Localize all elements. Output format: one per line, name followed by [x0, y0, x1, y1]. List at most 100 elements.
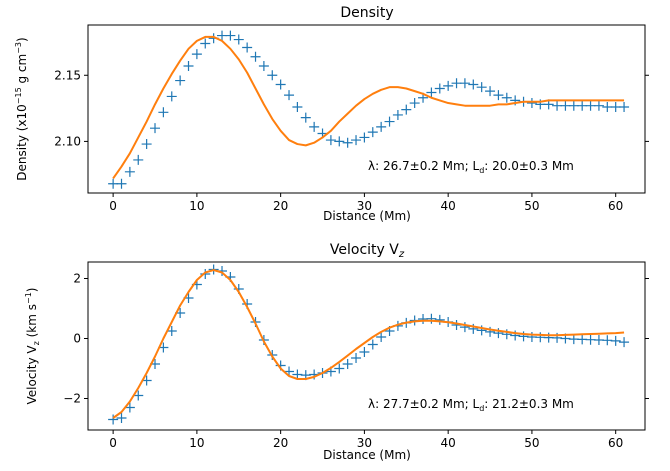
density-axes-frame	[87, 24, 646, 194]
velocity-axes-frame	[87, 261, 646, 431]
density-data-point	[619, 102, 630, 113]
density-data-point	[493, 90, 504, 101]
density-data-point	[334, 136, 345, 147]
density-fit-line	[112, 35, 625, 180]
density-data-point	[275, 79, 286, 90]
density-data-point	[133, 154, 144, 165]
density-x-tick-label: 0	[109, 199, 117, 213]
velocity-title: Velocity Vz	[330, 242, 405, 260]
velocity-plot-area	[108, 264, 630, 425]
density-data-point	[501, 92, 512, 103]
velocity-y-axis-label: Velocity Vz (km s−1)	[24, 288, 41, 405]
density-data-point	[560, 100, 571, 111]
velocity-y-tick-label: 2	[73, 272, 81, 286]
velocity-data-point	[334, 363, 345, 374]
density-data-point	[191, 49, 202, 60]
velocity-data-point	[108, 414, 119, 425]
density-data-point	[351, 135, 362, 146]
velocity-x-ticks: 0 10 20 30 40 50 60	[109, 430, 623, 450]
velocity-x-axis-label: Distance (Mm)	[323, 448, 411, 462]
density-data-point	[451, 78, 462, 89]
velocity-y-ticks: −2 0 2	[63, 272, 649, 406]
density-x-tick-label: 20	[273, 199, 288, 213]
density-data-point	[284, 90, 295, 101]
velocity-fit-line	[112, 269, 625, 419]
velocity-data-point	[124, 402, 135, 413]
density-data-point	[150, 123, 161, 134]
density-x-tick-label: 60	[608, 199, 623, 213]
velocity-x-tick-label: 10	[189, 436, 204, 450]
density-data-point	[175, 75, 186, 86]
velocity-data-point	[434, 314, 445, 325]
density-x-tick-label: 50	[524, 199, 539, 213]
velocity-data-point	[593, 335, 604, 345]
velocity-data-point	[200, 269, 211, 279]
density-data-point	[585, 100, 596, 111]
density-data-point	[325, 135, 336, 146]
density-data-point	[233, 34, 244, 45]
velocity-x-tick-label: 0	[109, 436, 117, 450]
velocity-data-point	[459, 322, 470, 333]
velocity-data-point	[610, 335, 621, 346]
density-y-ticks: 2.10 2.15	[54, 68, 649, 148]
density-data-point	[392, 109, 403, 120]
density-x-ticks: 0 10 20 30 40 50 60	[109, 193, 623, 213]
velocity-data-point	[342, 359, 353, 369]
density-data-point	[166, 91, 177, 102]
density-data-point	[610, 102, 621, 113]
density-data-point	[476, 82, 487, 93]
density-data-point	[367, 127, 378, 138]
density-x-tick-label: 40	[441, 199, 456, 213]
velocity-data-point	[418, 314, 429, 324]
velocity-y-tick-label: −2	[63, 392, 81, 406]
density-data-point	[292, 102, 303, 113]
density-data-point	[593, 100, 604, 111]
density-data-point	[108, 178, 119, 189]
velocity-panel: Velocity Vz 0 10 20 30 40 50 60 −2 0 2 Distance …	[24, 242, 649, 462]
density-data-point	[485, 86, 496, 97]
velocity-data-point	[426, 313, 437, 324]
velocity-data-point	[585, 334, 596, 345]
density-data-point	[426, 87, 437, 98]
density-x-axis-label: Distance (Mm)	[323, 209, 411, 223]
density-data-point	[258, 61, 269, 72]
density-y-axis-label: Density (x10−15 g cm−3)	[14, 37, 29, 180]
density-data-point	[401, 104, 412, 115]
density-data-point	[376, 121, 387, 132]
velocity-x-tick-label: 60	[608, 436, 623, 450]
density-data-point	[267, 70, 278, 81]
velocity-data-point	[166, 326, 177, 336]
density-data-point	[359, 132, 370, 143]
velocity-data-point	[351, 353, 362, 363]
velocity-data-point	[359, 347, 370, 357]
velocity-data-point	[292, 369, 303, 380]
density-data-point	[577, 100, 588, 111]
density-data-point	[250, 51, 261, 62]
velocity-x-tick-label: 40	[441, 436, 456, 450]
density-data-point	[602, 102, 613, 113]
density-data-point	[124, 166, 135, 177]
density-data-point	[434, 83, 445, 94]
density-data-point	[459, 78, 470, 89]
velocity-data-point	[116, 413, 127, 423]
density-title: Density	[340, 5, 393, 21]
density-data-point	[468, 79, 479, 90]
density-data-point	[183, 61, 194, 72]
density-data-point	[217, 30, 228, 41]
density-data-point	[300, 112, 311, 123]
density-y-tick-label: 2.15	[54, 68, 81, 82]
density-data-point	[552, 100, 563, 111]
velocity-x-tick-label: 30	[357, 436, 372, 450]
density-data-point	[384, 116, 395, 127]
density-x-tick-label: 10	[189, 199, 204, 213]
velocity-data-point	[376, 332, 387, 342]
density-data-point	[409, 98, 420, 109]
velocity-data-point	[367, 339, 378, 350]
density-data-point	[141, 139, 152, 150]
density-panel: Density 0 10 20 30 40 50 60 2.10 2.15 Distance …	[14, 5, 649, 223]
density-data-point	[200, 38, 211, 49]
density-fit-annotation: λ: 26.7±0.2 Mm; Ld: 20.0±0.3 Mm	[368, 159, 574, 175]
density-x-tick-label: 30	[357, 199, 372, 213]
density-data-point	[526, 98, 537, 109]
